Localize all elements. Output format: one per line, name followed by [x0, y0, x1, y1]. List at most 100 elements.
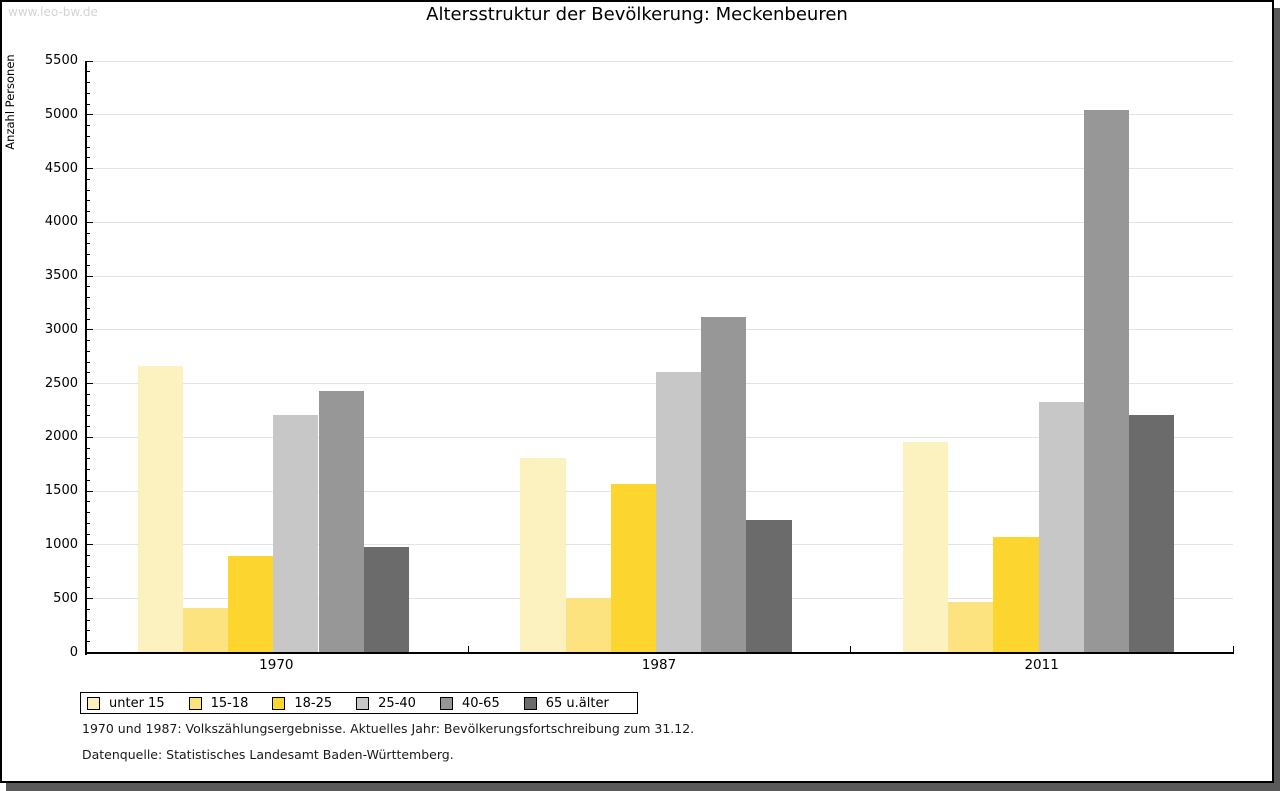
x-axis-tick — [1233, 645, 1234, 653]
y-axis-tick — [86, 264, 90, 266]
gridline — [85, 168, 1233, 170]
x-axis-tick — [850, 645, 852, 653]
y-axis-tick — [86, 458, 90, 460]
legend-swatch — [87, 696, 100, 710]
legend-swatch — [523, 696, 537, 710]
y-axis-tick — [86, 146, 90, 148]
y-axis-tick — [86, 178, 90, 180]
bar — [655, 372, 702, 653]
legend-item: unter 15 — [87, 696, 165, 711]
y-axis-tick — [86, 286, 90, 288]
y-tick-label: 3500 — [44, 268, 78, 284]
y-axis-tick — [86, 361, 90, 363]
footer-note-source-years: 1970 und 1987: Volkszählungsergebnisse. … — [82, 721, 695, 736]
y-axis-tick — [86, 383, 93, 385]
bar — [903, 441, 949, 653]
y-axis-tick — [86, 114, 93, 116]
y-axis-tick — [86, 522, 90, 524]
bar — [701, 317, 747, 653]
y-axis-tick — [86, 221, 93, 223]
y-axis-tick — [86, 598, 93, 600]
y-axis-tick — [86, 587, 90, 589]
y-axis-tick — [86, 350, 90, 352]
x-axis-tick — [467, 645, 469, 653]
y-axis-tick — [86, 555, 90, 557]
y-axis-tick — [86, 652, 93, 653]
gridline — [85, 275, 1233, 277]
y-axis-tick — [86, 329, 93, 331]
bar — [318, 391, 364, 653]
y-axis-tick — [86, 60, 93, 62]
legend-item: 65 u.älter — [523, 696, 609, 711]
x-tick-label: 1970 — [259, 657, 294, 673]
y-axis-tick — [86, 254, 90, 256]
x-tick-label: 2011 — [1024, 657, 1059, 673]
y-axis-tick — [86, 232, 90, 234]
y-axis-tick — [86, 318, 90, 320]
y-axis-tick — [86, 340, 90, 342]
legend-item: 15-18 — [188, 695, 249, 711]
gridline — [85, 60, 1233, 62]
chart-title: Altersstruktur der Bevölkerung: Meckenbe… — [426, 4, 848, 25]
y-axis-tick — [86, 211, 90, 213]
legend-swatch — [356, 696, 370, 710]
bar — [948, 601, 994, 653]
legend-label: unter 15 — [109, 695, 165, 711]
bar — [520, 458, 566, 653]
y-tick-label: 3000 — [44, 321, 78, 337]
y-axis-tick — [86, 619, 90, 621]
y-axis-tick — [86, 533, 90, 535]
legend-item: 18-25 — [272, 696, 332, 711]
bar — [565, 598, 611, 653]
y-axis-tick — [86, 168, 93, 170]
y-axis-tick — [86, 426, 90, 428]
y-tick-label: 1500 — [44, 483, 78, 499]
legend-swatch — [272, 696, 286, 710]
y-axis-tick — [86, 630, 90, 632]
legend-label: 18-25 — [294, 695, 333, 711]
legend-item: 25-40 — [356, 696, 416, 711]
y-tick-label: 0 — [69, 644, 78, 660]
bar — [746, 519, 792, 653]
y-axis-tick — [86, 608, 90, 610]
y-axis-title: Anzahl Personen — [3, 54, 17, 150]
legend-swatch — [439, 696, 453, 710]
y-tick-label: 2500 — [44, 375, 78, 391]
y-axis-tick — [86, 436, 93, 438]
y-axis-tick — [86, 82, 90, 83]
y-axis-tick — [86, 565, 90, 567]
footer-note-datasource: Datenquelle: Statistisches Landesamt Bad… — [82, 747, 454, 762]
y-axis-tick — [86, 393, 90, 395]
y-tick-label: 5500 — [44, 53, 78, 68]
y-axis-tick — [86, 512, 90, 514]
bar — [993, 537, 1039, 653]
legend-label: 40-65 — [461, 695, 500, 711]
legend-swatch — [188, 696, 202, 710]
y-axis-tick — [86, 297, 90, 299]
legend-label: 15-18 — [210, 695, 249, 711]
y-axis-tick — [86, 275, 93, 277]
bar — [1083, 110, 1130, 653]
y-axis-tick — [86, 544, 93, 546]
bar — [363, 546, 409, 653]
gridline — [85, 221, 1233, 223]
legend: unter 15 15-18 18-25 25-40 40-65 65 u.älter — [80, 692, 638, 714]
bar — [182, 607, 229, 653]
y-axis-tick — [86, 490, 93, 492]
y-axis-tick — [86, 71, 90, 73]
y-axis-tick — [86, 404, 90, 406]
y-axis-tick — [86, 641, 90, 643]
bar — [1129, 414, 1175, 653]
y-tick-label: 500 — [53, 590, 78, 606]
bar — [228, 556, 274, 653]
y-axis-tick — [86, 200, 90, 202]
y-axis-tick — [86, 135, 90, 137]
bar — [610, 483, 656, 653]
y-axis-tick — [86, 469, 90, 471]
legend-item: 40-65 — [439, 695, 500, 711]
y-axis-tick — [86, 92, 90, 94]
y-axis-tick — [86, 447, 90, 449]
y-axis-tick — [86, 415, 90, 417]
